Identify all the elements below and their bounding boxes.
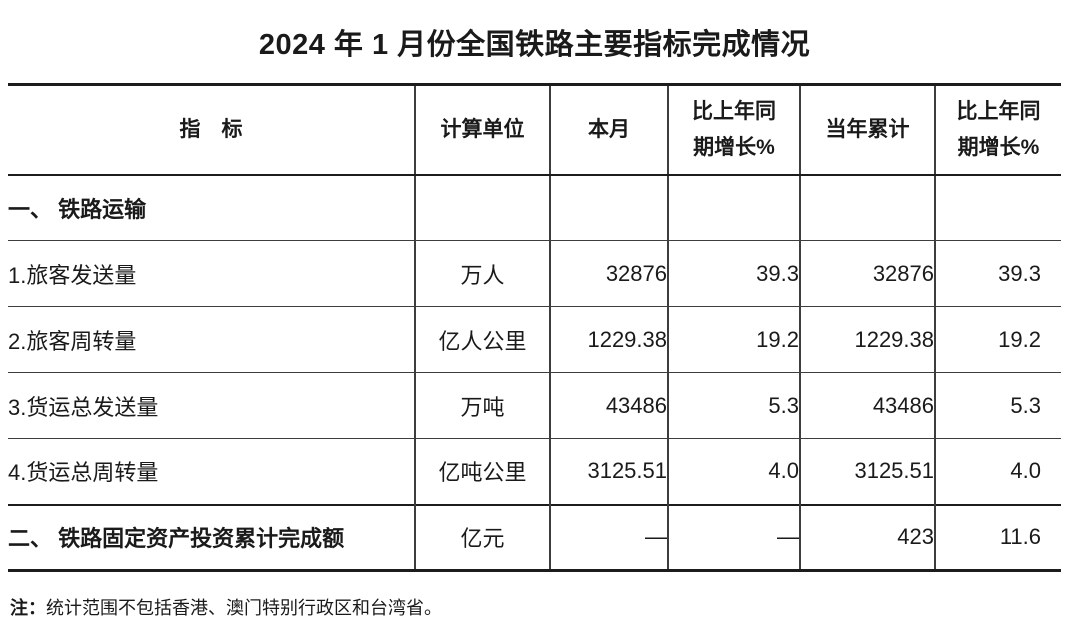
railway-indicators-table: 指 标 计算单位 本月 比上年同 期增长% 当年累计 比上年同 期增长% 一、 … xyxy=(8,83,1061,572)
cell-unit: 万人 xyxy=(414,240,550,307)
data-row-freight-turnover: 4.货运总周转量 亿吨公里 3125.51 4.0 3125.51 4.0 xyxy=(8,438,1061,505)
col-header-month-growth-line2: 期增长% xyxy=(693,135,775,159)
cell-ytd-growth: 39.3 xyxy=(934,240,1061,307)
col-header-month-growth-line1: 比上年同 xyxy=(692,100,776,124)
cell-month: 1229.38 xyxy=(549,306,668,373)
section-row-railway-transport: 一、 铁路运输 xyxy=(8,174,1061,241)
cell-indicator: 4.货运总周转量 xyxy=(8,438,415,505)
cell-ytd: 423 xyxy=(799,503,935,571)
col-header-month: 本月 xyxy=(549,84,668,176)
cell-unit: 亿吨公里 xyxy=(414,438,550,505)
cell-ytd: 3125.51 xyxy=(799,438,935,505)
cell-ytd xyxy=(799,174,935,241)
cell-month-growth: 19.2 xyxy=(667,306,800,373)
section-row-fixed-asset-investment: 二、 铁路固定资产投资累计完成额 亿元 — — 423 11.6 xyxy=(8,503,1061,571)
cell-month-growth xyxy=(667,174,800,241)
cell-month: — xyxy=(549,503,668,571)
cell-month: 32876 xyxy=(549,240,668,307)
cell-indicator: 2.旅客周转量 xyxy=(8,306,415,373)
cell-ytd: 43486 xyxy=(799,372,935,439)
cell-unit: 亿元 xyxy=(414,503,550,571)
footnote-text: 统计范围不包括香港、澳门特别行政区和台湾省。 xyxy=(46,598,442,618)
page-title: 2024 年 1 月份全国铁路主要指标完成情况 xyxy=(258,28,811,61)
cell-ytd: 1229.38 xyxy=(799,306,935,373)
header-row: 指 标 计算单位 本月 比上年同 期增长% 当年累计 比上年同 期增长% xyxy=(8,84,1061,176)
footnote-prefix: 注： xyxy=(10,598,46,618)
cell-month xyxy=(549,174,668,241)
footnote: 注：统计范围不包括香港、澳门特别行政区和台湾省。 xyxy=(10,594,1069,620)
cell-ytd-growth: 11.6 xyxy=(934,503,1061,571)
cell-month: 3125.51 xyxy=(549,438,668,505)
col-header-ytd-growth-line2: 期增长% xyxy=(957,135,1040,159)
data-row-passenger-volume: 1.旅客发送量 万人 32876 39.3 32876 39.3 xyxy=(8,240,1061,307)
cell-ytd-growth: 19.2 xyxy=(934,306,1061,373)
data-row-freight-volume: 3.货运总发送量 万吨 43486 5.3 43486 5.3 xyxy=(8,372,1061,439)
cell-month-growth: — xyxy=(667,503,800,571)
cell-indicator: 3.货运总发送量 xyxy=(8,372,415,439)
cell-unit xyxy=(414,174,550,241)
cell-unit: 亿人公里 xyxy=(414,306,550,373)
col-header-unit: 计算单位 xyxy=(414,84,550,176)
data-row-passenger-turnover: 2.旅客周转量 亿人公里 1229.38 19.2 1229.38 19.2 xyxy=(8,306,1061,373)
cell-ytd: 32876 xyxy=(799,240,935,307)
cell-ytd-growth: 4.0 xyxy=(934,438,1061,505)
cell-month-growth: 4.0 xyxy=(667,438,800,505)
cell-unit: 万吨 xyxy=(414,372,550,439)
cell-month-growth: 39.3 xyxy=(667,240,800,307)
col-header-month-growth: 比上年同 期增长% xyxy=(667,84,800,176)
cell-ytd-growth xyxy=(934,174,1061,241)
cell-indicator: 一、 铁路运输 xyxy=(8,174,415,241)
cell-month-growth: 5.3 xyxy=(667,372,800,439)
cell-ytd-growth: 5.3 xyxy=(934,372,1061,439)
col-header-ytd-growth: 比上年同 期增长% xyxy=(934,84,1061,176)
col-header-ytd-growth-line1: 比上年同 xyxy=(956,100,1041,124)
cell-indicator: 1.旅客发送量 xyxy=(8,240,415,307)
col-header-ytd: 当年累计 xyxy=(799,84,935,176)
cell-month: 43486 xyxy=(549,372,668,439)
cell-indicator: 二、 铁路固定资产投资累计完成额 xyxy=(8,503,415,571)
col-header-indicator: 指 标 xyxy=(8,84,415,176)
